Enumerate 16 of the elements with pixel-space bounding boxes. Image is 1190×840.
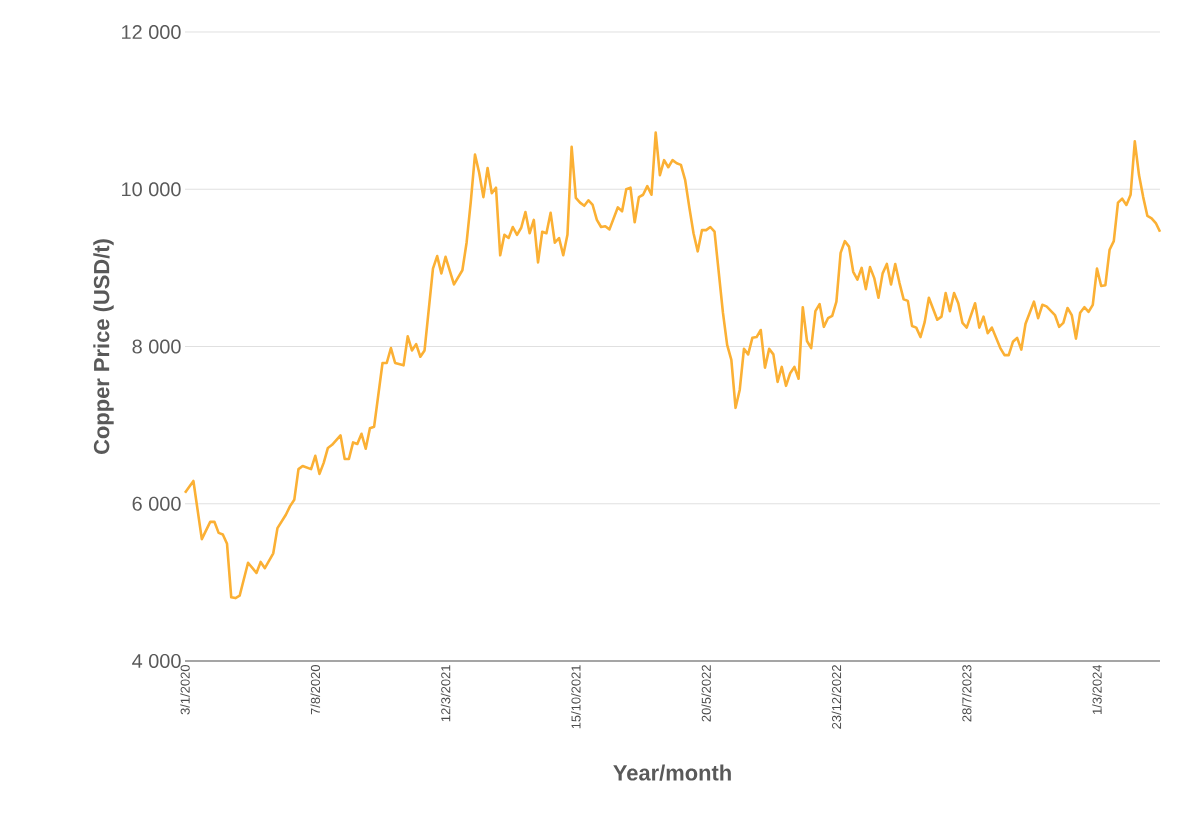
x-tick-label: 28/7/2023 [961,665,972,722]
x-tick-label: 12/3/2021 [440,665,451,722]
x-tick-label: 15/10/2021 [571,665,581,729]
y-tick-label: 12 000 [122,24,181,40]
y-tick-label: 4 000 [132,653,181,669]
x-tick-label: 7/8/2020 [310,665,321,715]
x-tick-label: 3/1/2020 [180,665,190,715]
y-tick-label: 10 000 [122,182,181,197]
y-tick-label: 8 000 [132,339,181,354]
line-series [183,131,1162,600]
x-tick-label: 20/5/2022 [701,665,711,722]
y-tick-label: 6 000 [132,496,181,511]
x-tick-label: 23/12/2022 [831,665,842,729]
x-tick-label: 1/3/2024 [1092,664,1102,714]
x-axis-title: Year/month [613,764,731,781]
y-axis-title: Copper Price (USD/t) [93,239,114,454]
